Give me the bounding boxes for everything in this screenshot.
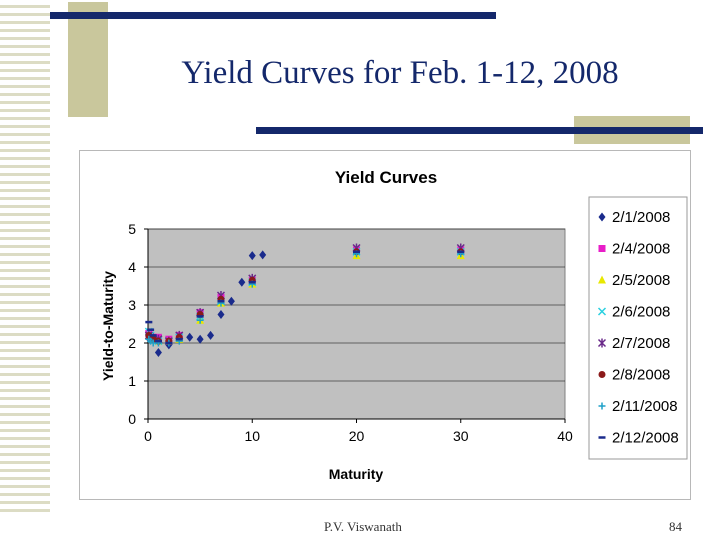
chart-frame: Yield Curves 0 1 2 3 4 5 0 10 20 30 40 2/1/2008 2/4… [79,150,691,500]
series-7 [145,250,465,347]
x-tick-label: 40 [557,428,573,444]
legend-marker [598,371,606,378]
legend-entry: 2/7/2008 [612,335,670,352]
data-point [186,332,194,342]
data-point [196,316,204,324]
data-point [196,334,204,344]
y-tick-label: 4 [128,259,136,275]
accent-bar-top [50,12,496,19]
x-tick-label: 30 [453,428,469,444]
legend-marker [598,245,606,252]
y-tick-label: 5 [128,221,136,237]
legend-entry: 2/8/2008 [612,367,670,384]
footer-author: P.V. Viswanath [324,519,402,534]
page-number: 84 [669,519,682,534]
data-point [248,251,256,261]
y-axis-label: Yield-to-Maturity [100,271,116,381]
x-tick-label: 0 [144,428,152,444]
x-tick-label: 20 [349,428,365,444]
data-point [207,330,215,340]
chart-title: Yield Curves [335,168,437,187]
legend-entry: 2/5/2008 [612,272,670,289]
x-tick-label: 10 [244,428,260,444]
legend-entry: 2/6/2008 [612,304,670,321]
decorative-block-top [68,2,108,117]
data-point [217,310,225,319]
legend-marker [597,338,607,348]
legend-marker [597,307,607,316]
yield-curves-chart: Yield Curves 0 1 2 3 4 5 0 10 20 30 40 2/1/2008 2/4… [100,168,688,482]
y-tick-label: 0 [128,411,136,427]
legend-marker [598,212,606,222]
data-point [238,277,246,287]
legend-entry: 2/1/2008 [612,209,670,226]
legend-entry: 2/12/2008 [612,430,679,447]
decorative-stripes [0,0,50,512]
data-point [154,348,162,357]
slide-title: Yield Curves for Feb. 1-12, 2008 [181,55,619,91]
data-point [259,250,267,260]
series-8 [145,250,465,345]
y-tick-label: 1 [128,373,136,389]
legend-entry: 2/4/2008 [612,241,670,258]
legend-marker [598,402,606,410]
legend-box [588,196,688,460]
accent-bar-bottom [256,127,703,134]
y-tick-label: 3 [128,297,136,313]
y-tick-label: 2 [128,335,136,351]
x-axis-label: Maturity [329,466,384,482]
legend-entry: 2/11/2008 [612,398,678,415]
legend-marker [598,275,606,284]
data-point [227,296,235,306]
plot-background [147,228,566,420]
